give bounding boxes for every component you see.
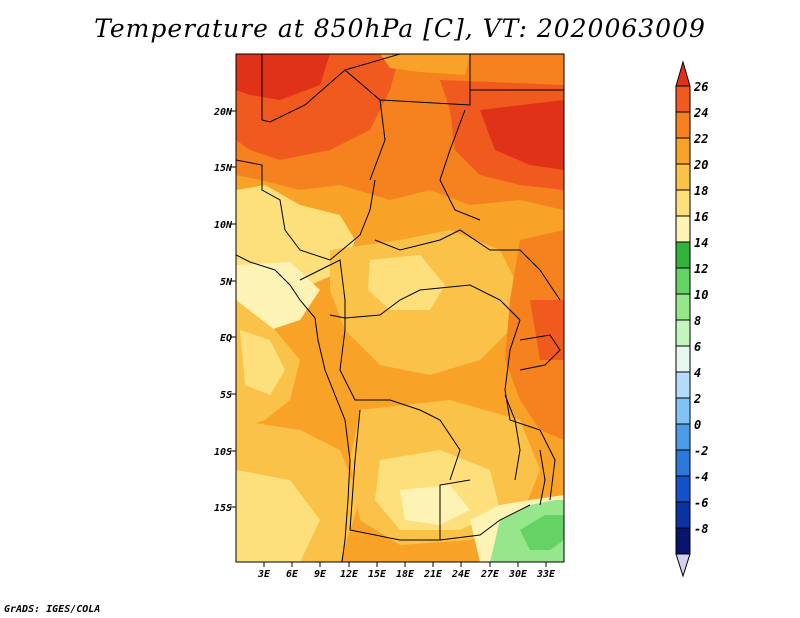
field-east-22-24 bbox=[505, 230, 564, 440]
lon-label-33e: 33E bbox=[536, 569, 556, 580]
lon-label-3e: 3E bbox=[257, 569, 271, 580]
colorbar-label: -8 bbox=[694, 522, 708, 536]
lat-label-5s: 5S bbox=[220, 390, 232, 401]
colorbar-swatch bbox=[675, 137, 691, 165]
colorbar-swatch bbox=[675, 267, 691, 295]
border-south bbox=[439, 504, 531, 541]
lake-victoria bbox=[519, 334, 561, 371]
colorbar-label: 4 bbox=[694, 366, 701, 380]
border-north-a bbox=[344, 54, 401, 71]
field-south-east-12-14 bbox=[520, 515, 564, 550]
colorbar-swatch bbox=[675, 475, 691, 503]
country-borders bbox=[236, 54, 564, 541]
colorbar-swatch bbox=[675, 189, 691, 217]
lon-label-27e: 27E bbox=[480, 569, 500, 580]
colorbar bbox=[675, 60, 691, 578]
colorbar-swatch bbox=[675, 501, 691, 529]
border-north-west bbox=[261, 54, 386, 181]
field-west-16-18b bbox=[240, 330, 285, 395]
colorbar-label: -2 bbox=[694, 444, 708, 458]
lat-label-15n: 15N bbox=[214, 163, 233, 174]
border-west-a bbox=[236, 159, 286, 231]
colorbar-labels: 26 24 22 20 18 16 14 12 10 8 6 4 2 0 -2 … bbox=[693, 80, 708, 536]
border-cameroon bbox=[299, 259, 346, 330]
colorbar-swatch bbox=[675, 293, 691, 321]
field-west-14-16 bbox=[236, 262, 320, 330]
border-angola bbox=[349, 409, 471, 541]
lon-label-21e: 21E bbox=[423, 569, 443, 580]
border-car bbox=[374, 229, 561, 301]
lat-label-10s: 10S bbox=[214, 447, 232, 458]
field-south-west-16-18 bbox=[236, 470, 320, 562]
temperature-field bbox=[236, 54, 564, 562]
colorbar-label: -6 bbox=[694, 496, 708, 510]
colorbar-label: -4 bbox=[694, 470, 708, 484]
colorbar-swatch bbox=[675, 215, 691, 243]
colorbar-label: 24 bbox=[693, 106, 708, 120]
field-band-26-east bbox=[480, 100, 564, 170]
colorbar-swatch bbox=[675, 527, 691, 555]
colorbar-label: 16 bbox=[694, 210, 708, 224]
colorbar-swatch bbox=[675, 111, 691, 139]
border-east-lakes bbox=[504, 319, 556, 501]
colorbar-arrow-top bbox=[675, 60, 691, 87]
colorbar-swatch bbox=[675, 371, 691, 399]
latitude-labels: 20N 15N 10N 5N EQ 5S 10S 15S bbox=[213, 107, 233, 514]
field-east-24-26 bbox=[530, 300, 564, 360]
colorbar-swatch bbox=[675, 423, 691, 451]
map-title: Temperature at 850hPa [C], VT: 202006300… bbox=[94, 14, 706, 43]
colorbar-swatch bbox=[675, 85, 691, 113]
field-central-16-18 bbox=[368, 255, 445, 310]
lat-label-5n: 5N bbox=[220, 277, 233, 288]
lat-label-15s: 15S bbox=[214, 503, 232, 514]
field-south-central-14-16 bbox=[400, 485, 470, 525]
lon-label-15e: 15E bbox=[368, 569, 387, 580]
lake-tanganyika bbox=[504, 394, 521, 481]
border-sudan-chad bbox=[439, 109, 481, 221]
colorbar-label: 8 bbox=[694, 314, 701, 328]
atlantic-coastline bbox=[236, 254, 351, 562]
colorbar-swatch bbox=[675, 345, 691, 373]
field-band-26-west bbox=[236, 54, 330, 100]
colorbar-label: 10 bbox=[694, 288, 708, 302]
border-drc-west bbox=[339, 329, 461, 481]
colorbar-label: 2 bbox=[693, 392, 701, 406]
colorbar-arrow-bottom bbox=[675, 553, 691, 578]
colorbar-label: 20 bbox=[693, 158, 708, 172]
border-congo-north bbox=[329, 284, 521, 321]
colorbar-swatch bbox=[675, 449, 691, 477]
colorbar-label: 14 bbox=[694, 236, 708, 250]
border-north-b bbox=[379, 54, 471, 106]
colorbar-label: 6 bbox=[694, 340, 701, 354]
map-frame bbox=[235, 53, 565, 563]
grads-credit: GrADS: IGES/COLA bbox=[4, 604, 101, 615]
colorbar-swatch bbox=[675, 397, 691, 425]
longitude-labels: 3E 6E 9E 12E 15E 18E 21E 24E 27E 30E 33E bbox=[257, 569, 556, 580]
colorbar-label: 12 bbox=[694, 262, 708, 276]
lon-label-12e: 12E bbox=[340, 569, 359, 580]
lake-malawi bbox=[539, 449, 546, 506]
lon-label-9e: 9E bbox=[314, 569, 327, 580]
colorbar-label: 0 bbox=[694, 418, 701, 432]
lat-label-20n: 20N bbox=[213, 107, 233, 118]
lon-label-6e: 6E bbox=[286, 569, 299, 580]
colorbar-swatch bbox=[675, 241, 691, 269]
axis-ticks bbox=[230, 110, 547, 567]
lat-label-eq: EQ bbox=[220, 333, 232, 344]
lat-label-10n: 10N bbox=[214, 220, 233, 231]
field-patch-north-mid bbox=[380, 54, 470, 75]
colorbar-label: 26 bbox=[693, 80, 708, 94]
lon-label-30e: 30E bbox=[508, 569, 528, 580]
colorbar-label: 18 bbox=[694, 184, 708, 198]
colorbar-label: 22 bbox=[693, 132, 708, 146]
border-nigeria bbox=[284, 179, 376, 261]
lon-label-18e: 18E bbox=[396, 569, 415, 580]
colorbar-swatch bbox=[675, 319, 691, 347]
colorbar-swatch bbox=[675, 163, 691, 191]
lon-label-24e: 24E bbox=[451, 569, 471, 580]
